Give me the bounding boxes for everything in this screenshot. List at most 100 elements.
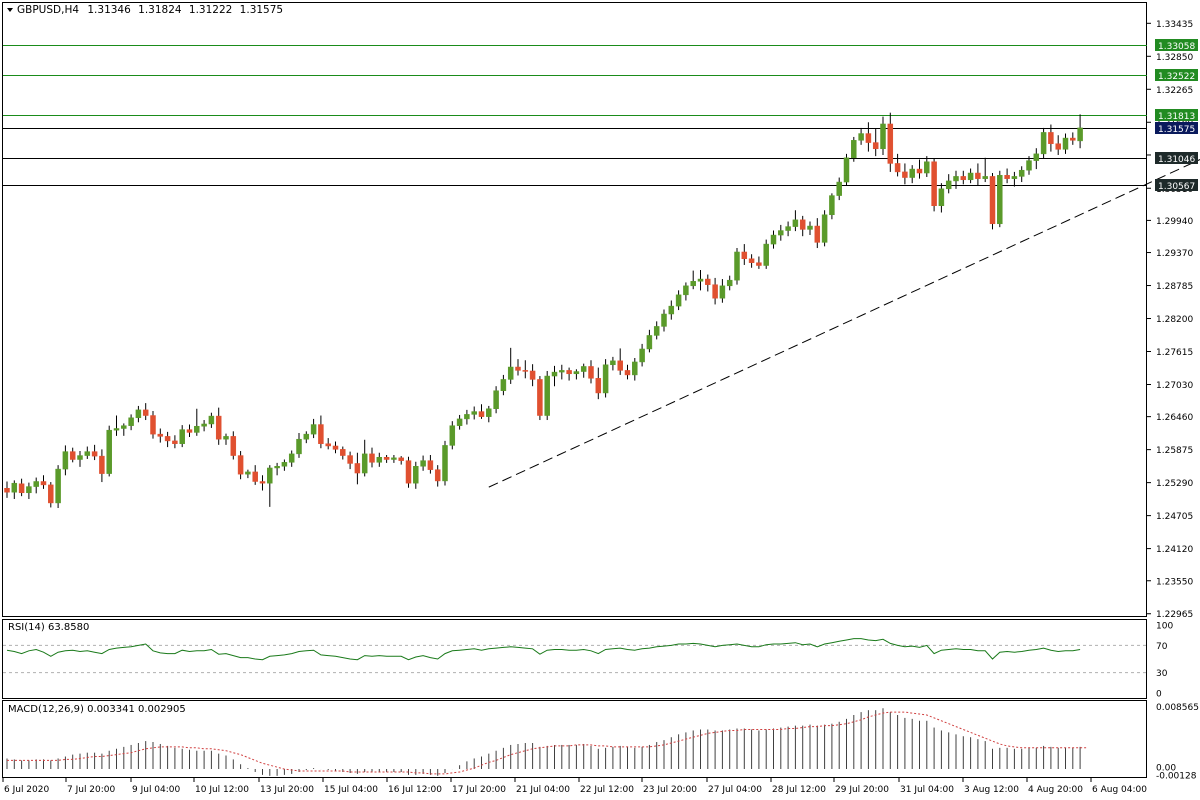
rsi-pane-frame [2,619,1147,699]
candle-body-down [259,481,266,484]
candle [77,451,83,467]
candle-body-down [814,225,821,243]
candle-body-up [683,285,689,296]
candle [369,447,375,468]
candle [960,170,967,185]
candle-body-up [821,214,828,243]
candle [398,456,404,465]
time-tick-label: 23 Jul 20:00 [643,785,697,795]
time-tick-label: 6 Aug 04:00 [1092,785,1147,795]
candle [559,364,565,380]
candle [325,438,331,450]
candle-body-down [48,484,54,504]
candle-body-down [865,133,872,143]
candle [142,403,149,421]
time-tick-label: 27 Jul 04:00 [708,785,762,795]
candle-body-down [427,460,434,470]
candle [1055,135,1061,155]
time-tick-label: 16 Jul 12:00 [388,785,442,795]
candle [478,404,485,419]
level-label-box [1155,39,1198,51]
price-tick-label: 1.24705 [1156,512,1193,522]
candle [785,221,791,237]
trendline [488,158,1200,488]
candle [288,450,295,467]
candle [354,452,361,485]
candle-body-up [201,423,207,427]
candle-body-down [975,172,981,179]
candle-body-up [194,425,200,433]
candle [953,170,959,189]
candle [507,347,514,384]
candle-body-up [807,225,813,230]
candle-body-down [354,463,361,474]
price-tick-label: 1.22965 [1156,610,1193,620]
candle [836,177,842,201]
candle-body-up [179,429,185,444]
candle-body-up [938,188,945,206]
candle [821,210,828,247]
time-axis: 6 Jul 2020 7 Jul 20:00 9 Jul 04:00 10 Jul 1… [2,778,1147,795]
main-pane-frame [2,2,1147,617]
macd-tick-label: 0.00 [1156,764,1176,774]
candle [456,414,463,430]
candle-body-down [624,370,631,376]
level-label-1.32522: 1.32522 [1158,72,1195,82]
candle [318,415,324,449]
candle-body-up [464,414,470,420]
candle [1004,168,1010,184]
candle-body-down [237,455,244,475]
candle-body-down [1004,175,1010,179]
time-tick-label: 10 Jul 12:00 [195,785,249,795]
candle-body-down [434,469,441,482]
candle [11,480,18,499]
candle [18,478,25,497]
candle-body-up [858,133,864,141]
candle [391,454,397,463]
level-label-1.33058: 1.33058 [1158,42,1195,52]
candle-body-up [1062,137,1069,150]
candle-body-up [632,361,638,376]
price-tick-label: 1.33435 [1156,20,1193,30]
candle [1026,156,1032,175]
candle-body-down [91,451,98,457]
candle-body-down [369,453,375,463]
time-tick-label: 29 Jul 20:00 [835,785,889,795]
candle [909,165,915,184]
candle [945,174,952,194]
price-tick-label: 1.28200 [1156,315,1193,325]
candle [632,357,638,381]
candle-body-down [617,360,623,371]
symbol-dropdown-icon[interactable] [7,8,13,12]
candle-body-up [1033,153,1040,161]
level-label-1.31813: 1.31813 [1158,112,1195,122]
candle [245,469,251,479]
candle-body-up [500,379,507,391]
price-tick-label: 1.28785 [1156,282,1193,292]
candle-body-down [18,483,25,494]
candle-body-down [989,176,996,225]
candle-body-up [675,294,682,307]
candle [741,244,748,265]
macd-title: MACD(12,26,9) 0.003341 0.002905 [8,704,186,715]
candle-body-up [953,176,959,182]
candle [617,348,623,375]
candle-body-up [310,424,317,435]
ohlc-open: 1.31346 [87,4,131,16]
candle [172,435,178,449]
candle-body-up [493,390,499,410]
candle-body-down [325,443,331,447]
candle-body-down [588,366,594,379]
candle-body-down [215,415,222,440]
candle-body-up [135,409,142,419]
candle [997,170,1003,228]
candle-body-up [924,161,930,174]
price-tick-label: 1.32265 [1156,86,1193,96]
candle [595,367,602,400]
price-tick-label: 1.27615 [1156,348,1193,358]
candle [975,163,981,186]
time-tick-label: 6 Jul 2020 [4,785,49,795]
candle [486,405,492,423]
candle-body-down [230,436,237,456]
